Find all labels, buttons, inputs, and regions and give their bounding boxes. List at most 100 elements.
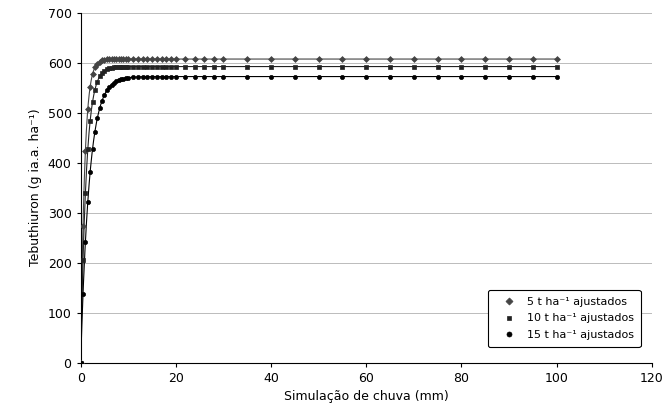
5 t ha⁻¹ ajustados xyxy=(386,57,394,62)
15 t ha⁻¹ ajustados xyxy=(103,88,111,93)
15 t ha⁻¹ ajustados xyxy=(458,74,466,79)
10 t ha⁻¹ ajustados xyxy=(134,64,142,69)
10 t ha⁻¹ ajustados xyxy=(153,64,161,69)
5 t ha⁻¹ ajustados xyxy=(112,57,120,62)
5 t ha⁻¹ ajustados xyxy=(138,57,146,62)
15 t ha⁻¹ ajustados xyxy=(433,74,442,79)
5 t ha⁻¹ ajustados xyxy=(529,57,537,62)
10 t ha⁻¹ ajustados xyxy=(86,118,94,123)
5 t ha⁻¹ ajustados xyxy=(291,57,299,62)
10 t ha⁻¹ ajustados xyxy=(481,64,489,69)
5 t ha⁻¹ ajustados xyxy=(200,57,208,62)
10 t ha⁻¹ ajustados xyxy=(362,64,370,69)
15 t ha⁻¹ ajustados xyxy=(210,74,218,79)
15 t ha⁻¹ ajustados xyxy=(129,75,137,80)
15 t ha⁻¹ ajustados xyxy=(410,74,418,79)
Y-axis label: Tebuthiuron (g ia.a. ha⁻¹): Tebuthiuron (g ia.a. ha⁻¹) xyxy=(29,109,42,266)
5 t ha⁻¹ ajustados xyxy=(167,57,175,62)
10 t ha⁻¹ ajustados xyxy=(410,64,418,69)
5 t ha⁻¹ ajustados xyxy=(191,57,199,62)
5 t ha⁻¹ ajustados xyxy=(81,148,89,153)
5 t ha⁻¹ ajustados xyxy=(77,360,85,365)
10 t ha⁻¹ ajustados xyxy=(81,191,89,196)
Line: 15 t ha⁻¹ ajustados: 15 t ha⁻¹ ajustados xyxy=(79,75,558,365)
5 t ha⁻¹ ajustados xyxy=(552,57,560,62)
5 t ha⁻¹ ajustados xyxy=(339,57,347,62)
15 t ha⁻¹ ajustados xyxy=(191,74,199,79)
15 t ha⁻¹ ajustados xyxy=(81,239,89,244)
10 t ha⁻¹ ajustados xyxy=(110,65,118,70)
10 t ha⁻¹ ajustados xyxy=(210,64,218,69)
10 t ha⁻¹ ajustados xyxy=(167,64,175,69)
15 t ha⁻¹ ajustados xyxy=(339,74,347,79)
5 t ha⁻¹ ajustados xyxy=(120,57,128,62)
10 t ha⁻¹ ajustados xyxy=(124,64,132,69)
10 t ha⁻¹ ajustados xyxy=(105,66,113,71)
5 t ha⁻¹ ajustados xyxy=(105,57,113,62)
5 t ha⁻¹ ajustados xyxy=(91,65,99,70)
15 t ha⁻¹ ajustados xyxy=(243,74,251,79)
10 t ha⁻¹ ajustados xyxy=(162,64,170,69)
10 t ha⁻¹ ajustados xyxy=(138,64,146,69)
15 t ha⁻¹ ajustados xyxy=(91,129,99,134)
15 t ha⁻¹ ajustados xyxy=(117,77,125,82)
15 t ha⁻¹ ajustados xyxy=(138,74,146,79)
15 t ha⁻¹ ajustados xyxy=(505,74,513,79)
15 t ha⁻¹ ajustados xyxy=(362,74,370,79)
15 t ha⁻¹ ajustados xyxy=(481,74,489,79)
5 t ha⁻¹ ajustados xyxy=(410,57,418,62)
Line: 10 t ha⁻¹ ajustados: 10 t ha⁻¹ ajustados xyxy=(79,65,558,365)
5 t ha⁻¹ ajustados xyxy=(181,57,190,62)
5 t ha⁻¹ ajustados xyxy=(157,57,165,62)
5 t ha⁻¹ ajustados xyxy=(84,107,92,112)
15 t ha⁻¹ ajustados xyxy=(314,74,323,79)
15 t ha⁻¹ ajustados xyxy=(93,116,101,121)
10 t ha⁻¹ ajustados xyxy=(267,64,275,69)
5 t ha⁻¹ ajustados xyxy=(122,57,130,62)
5 t ha⁻¹ ajustados xyxy=(143,57,151,62)
5 t ha⁻¹ ajustados xyxy=(505,57,513,62)
10 t ha⁻¹ ajustados xyxy=(181,64,190,69)
15 t ha⁻¹ ajustados xyxy=(105,85,113,90)
X-axis label: Simulação de chuva (mm): Simulação de chuva (mm) xyxy=(284,390,449,403)
10 t ha⁻¹ ajustados xyxy=(84,147,92,152)
10 t ha⁻¹ ajustados xyxy=(77,360,85,365)
10 t ha⁻¹ ajustados xyxy=(433,64,442,69)
10 t ha⁻¹ ajustados xyxy=(117,64,125,69)
15 t ha⁻¹ ajustados xyxy=(95,106,103,111)
5 t ha⁻¹ ajustados xyxy=(117,57,125,62)
5 t ha⁻¹ ajustados xyxy=(79,223,87,228)
5 t ha⁻¹ ajustados xyxy=(100,57,108,62)
10 t ha⁻¹ ajustados xyxy=(243,64,251,69)
5 t ha⁻¹ ajustados xyxy=(93,61,101,66)
5 t ha⁻¹ ajustados xyxy=(433,57,442,62)
10 t ha⁻¹ ajustados xyxy=(191,64,199,69)
15 t ha⁻¹ ajustados xyxy=(153,74,161,79)
5 t ha⁻¹ ajustados xyxy=(108,57,116,62)
5 t ha⁻¹ ajustados xyxy=(115,57,123,62)
10 t ha⁻¹ ajustados xyxy=(89,99,97,104)
5 t ha⁻¹ ajustados xyxy=(148,57,156,62)
10 t ha⁻¹ ajustados xyxy=(386,64,394,69)
15 t ha⁻¹ ajustados xyxy=(108,82,116,87)
10 t ha⁻¹ ajustados xyxy=(172,64,180,69)
10 t ha⁻¹ ajustados xyxy=(95,74,103,79)
10 t ha⁻¹ ajustados xyxy=(458,64,466,69)
10 t ha⁻¹ ajustados xyxy=(103,67,111,72)
15 t ha⁻¹ ajustados xyxy=(167,74,175,79)
10 t ha⁻¹ ajustados xyxy=(148,64,156,69)
15 t ha⁻¹ ajustados xyxy=(172,74,180,79)
5 t ha⁻¹ ajustados xyxy=(134,57,142,62)
15 t ha⁻¹ ajustados xyxy=(124,75,132,80)
10 t ha⁻¹ ajustados xyxy=(529,64,537,69)
5 t ha⁻¹ ajustados xyxy=(458,57,466,62)
5 t ha⁻¹ ajustados xyxy=(481,57,489,62)
10 t ha⁻¹ ajustados xyxy=(100,68,108,73)
15 t ha⁻¹ ajustados xyxy=(552,74,560,79)
5 t ha⁻¹ ajustados xyxy=(89,72,97,77)
5 t ha⁻¹ ajustados xyxy=(124,57,132,62)
5 t ha⁻¹ ajustados xyxy=(210,57,218,62)
5 t ha⁻¹ ajustados xyxy=(219,57,227,62)
10 t ha⁻¹ ajustados xyxy=(339,64,347,69)
15 t ha⁻¹ ajustados xyxy=(115,78,123,83)
